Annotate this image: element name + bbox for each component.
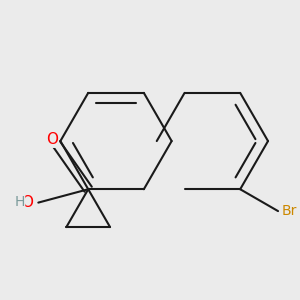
Text: O: O <box>21 195 33 210</box>
Text: O: O <box>46 132 58 147</box>
Text: H: H <box>14 195 25 208</box>
Text: Br: Br <box>282 204 297 218</box>
